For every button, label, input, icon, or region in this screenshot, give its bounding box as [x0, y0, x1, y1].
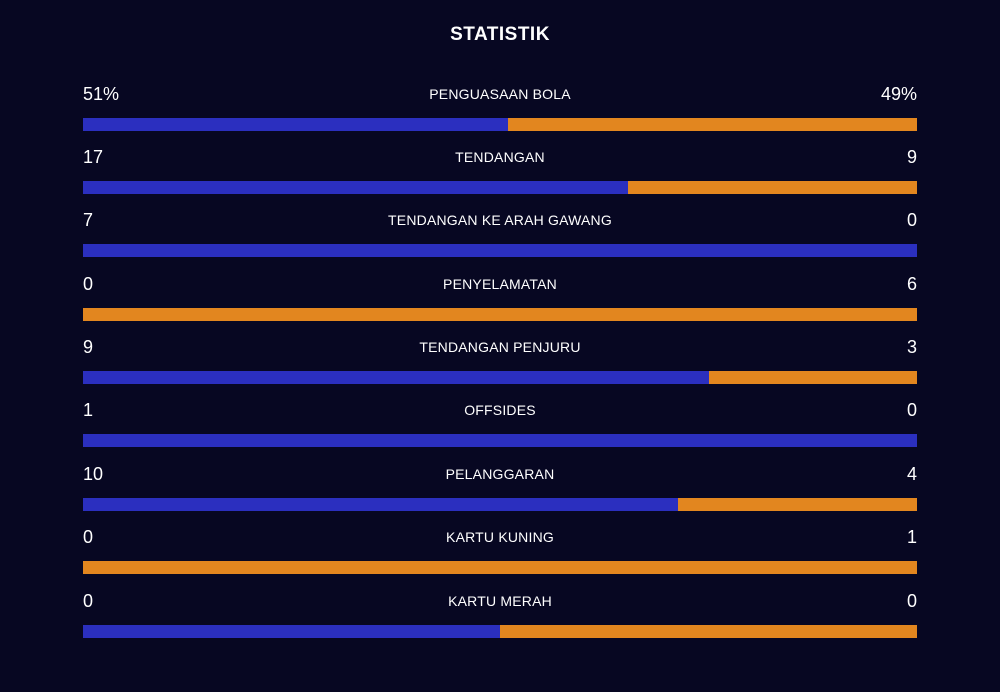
stat-row-red-cards: 0 KARTU MERAH 0: [83, 589, 917, 649]
home-value: 0: [83, 274, 94, 294]
stat-row-yellow-cards: 0 KARTU KUNING 1: [83, 525, 917, 585]
stat-row-offsides: 1 OFFSIDES 0: [83, 398, 917, 458]
stat-bar: [83, 118, 917, 131]
home-bar-fill: [83, 244, 917, 257]
away-value: 0: [906, 210, 917, 230]
stat-label: TENDANGAN: [455, 149, 545, 165]
away-value: 1: [906, 527, 917, 547]
stat-bar: [83, 498, 917, 511]
stat-row-corners: 9 TENDANGAN PENJURU 3: [83, 335, 917, 395]
away-bar-fill: [628, 181, 917, 194]
stat-bar: [83, 308, 917, 321]
stat-label: PENGUASAAN BOLA: [429, 86, 571, 102]
stat-bar: [83, 561, 917, 574]
away-value: 0: [906, 400, 917, 420]
away-value: 0: [906, 591, 917, 611]
away-bar-fill: [508, 118, 917, 131]
home-value: 0: [83, 591, 94, 611]
stat-bar: [83, 625, 917, 638]
home-value: 51%: [83, 84, 120, 104]
away-bar-fill: [83, 308, 917, 321]
stat-label: OFFSIDES: [464, 402, 536, 418]
away-bar-fill: [708, 371, 917, 384]
stat-row-shots-on-target: 7 TENDANGAN KE ARAH GAWANG 0: [83, 208, 917, 268]
away-value: 6: [906, 274, 917, 294]
home-value: 7: [83, 210, 94, 230]
stat-bar: [83, 434, 917, 447]
away-value: 4: [906, 464, 917, 484]
stat-row-saves: 0 PENYELAMATAN 6: [83, 272, 917, 332]
stat-row-fouls: 10 PELANGGARAN 4: [83, 462, 917, 522]
stat-label: TENDANGAN KE ARAH GAWANG: [388, 212, 612, 228]
home-bar-fill: [83, 625, 500, 638]
away-bar-fill: [678, 498, 917, 511]
home-value: 9: [83, 337, 94, 357]
home-value: 0: [83, 527, 94, 547]
home-value: 1: [83, 400, 94, 420]
away-value: 49%: [880, 84, 917, 104]
home-bar-fill: [83, 181, 629, 194]
stat-row-possession: 51% PENGUASAAN BOLA 49%: [83, 82, 917, 142]
home-value: 17: [83, 147, 104, 167]
stat-label: PENYELAMATAN: [443, 276, 557, 292]
stat-bar: [83, 244, 917, 257]
stat-label: KARTU KUNING: [446, 529, 554, 545]
page-title: STATISTIK: [450, 24, 550, 45]
home-bar-fill: [83, 118, 509, 131]
home-value: 10: [83, 464, 104, 484]
home-bar-fill: [83, 434, 917, 447]
away-bar-fill: [500, 625, 917, 638]
stat-bar: [83, 181, 917, 194]
home-bar-fill: [83, 498, 679, 511]
home-bar-fill: [83, 371, 709, 384]
stat-row-shots: 17 TENDANGAN 9: [83, 145, 917, 205]
stat-label: TENDANGAN PENJURU: [419, 339, 581, 355]
away-bar-fill: [83, 561, 917, 574]
stat-label: PELANGGARAN: [445, 466, 555, 482]
stat-label: KARTU MERAH: [448, 593, 552, 609]
away-value: 9: [906, 147, 917, 167]
stat-bar: [83, 371, 917, 384]
away-value: 3: [906, 337, 917, 357]
